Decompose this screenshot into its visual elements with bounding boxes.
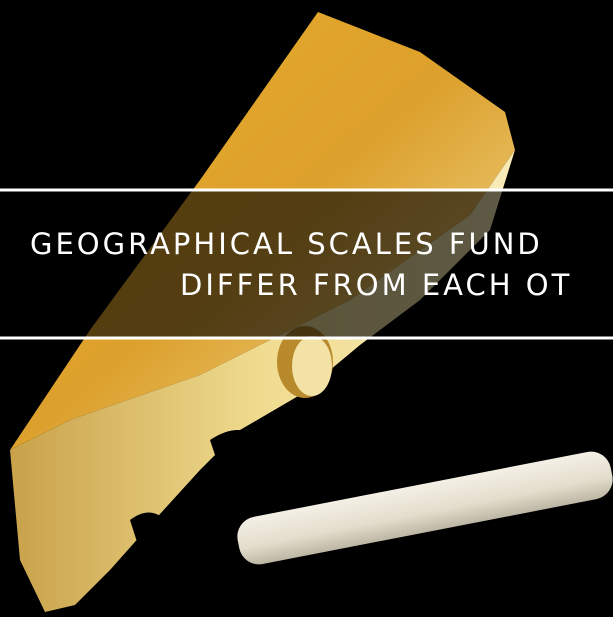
slide: GEOGRAPHICAL SCALES FUND DIFFER FROM EAC… bbox=[0, 0, 613, 617]
banner bbox=[0, 190, 613, 338]
title-line: DIFFER FROM EACH OT bbox=[180, 268, 572, 302]
cheese-notch bbox=[210, 430, 262, 470]
cheese-hole bbox=[292, 336, 332, 396]
title-line: GEOGRAPHICAL SCALES FUND bbox=[30, 227, 543, 261]
chalk bbox=[234, 448, 613, 568]
slide-art: GEOGRAPHICAL SCALES FUND DIFFER FROM EAC… bbox=[0, 0, 613, 617]
